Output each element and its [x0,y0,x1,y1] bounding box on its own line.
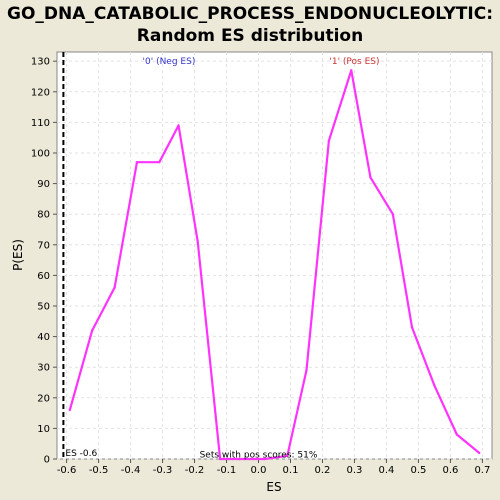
x-tick-label: -0.3 [153,465,173,476]
y-tick-label: 100 [31,148,50,159]
annotations: '0' (Neg ES) '1' (Pos ES) Sets with pos sc… [65,57,379,460]
chart-subtitle: Random ES distribution [136,26,364,46]
x-tick-label: 0.1 [283,465,299,476]
x-tick-label: 0.2 [315,465,331,476]
annotation-label: ES -0.6 [65,449,97,459]
y-tick-label: 40 [37,332,50,343]
data-point [327,139,331,142]
y-tick-label: 130 [31,57,50,68]
x-axis-ticks: -0.6 -0.5 -0.4 -0.3 -0.2 -0.1 0.0 0.1 0.2 0.3 0.4 0… [57,459,490,476]
y-tick-label: 20 [37,393,50,404]
data-point [196,240,199,243]
grid [57,52,492,460]
data-point [218,457,222,461]
distribution-line [68,69,480,461]
data-point [238,457,241,461]
data-point [369,176,372,179]
series-group [68,69,481,461]
y-tick-label: 50 [37,301,50,312]
x-tick-label: -0.1 [217,465,237,476]
x-tick-label: 0.0 [251,465,267,476]
x-tick-label: 0.3 [347,465,363,476]
data-point [433,384,436,387]
y-axis-label: P(ES) [11,239,25,271]
y-tick-label: 0 [44,455,50,466]
data-point [158,160,161,164]
data-point [263,457,267,461]
y-axis-ticks: 0 10 20 30 40 50 60 70 80 90 100 110 120 130 [31,57,57,466]
y-tick-label: 80 [37,210,50,221]
x-tick-label: 0.5 [410,465,426,476]
data-point [286,454,289,458]
chart-title: GO_DNA_CATABOLIC_PROCESS_ENDONUCLEOLYTIC… [6,4,493,24]
x-tick-label: -0.6 [57,465,77,476]
annotation-label: Sets with pos scores: 51% [200,450,318,460]
x-axis-label: ES [266,480,281,494]
data-point [455,433,459,436]
data-point [305,369,308,372]
y-tick-label: 60 [37,271,50,282]
y-tick-label: 110 [31,118,50,129]
x-tick-label: -0.5 [89,465,109,476]
x-tick-label: 0.4 [378,465,394,476]
data-point [410,326,414,329]
data-point [68,408,71,412]
y-tick-label: 10 [37,424,50,435]
data-point [135,160,139,164]
plot-area [56,51,493,460]
data-point [177,124,180,127]
y-tick-label: 30 [37,363,50,374]
annotation-label: '1' (Pos ES) [329,57,379,67]
data-point [391,212,395,216]
y-tick-label: 120 [31,87,50,98]
annotation-label: '0' (Neg ES) [143,57,196,67]
data-point [350,69,353,72]
y-tick-label: 90 [37,179,50,190]
x-tick-label: -0.2 [185,465,205,476]
x-tick-label: 0.7 [474,465,490,476]
data-point [90,329,94,332]
data-point [478,451,481,455]
x-tick-label: 0.6 [442,465,458,476]
y-tick-label: 70 [37,240,50,251]
data-point [113,286,116,289]
x-tick-label: -0.4 [121,465,141,476]
